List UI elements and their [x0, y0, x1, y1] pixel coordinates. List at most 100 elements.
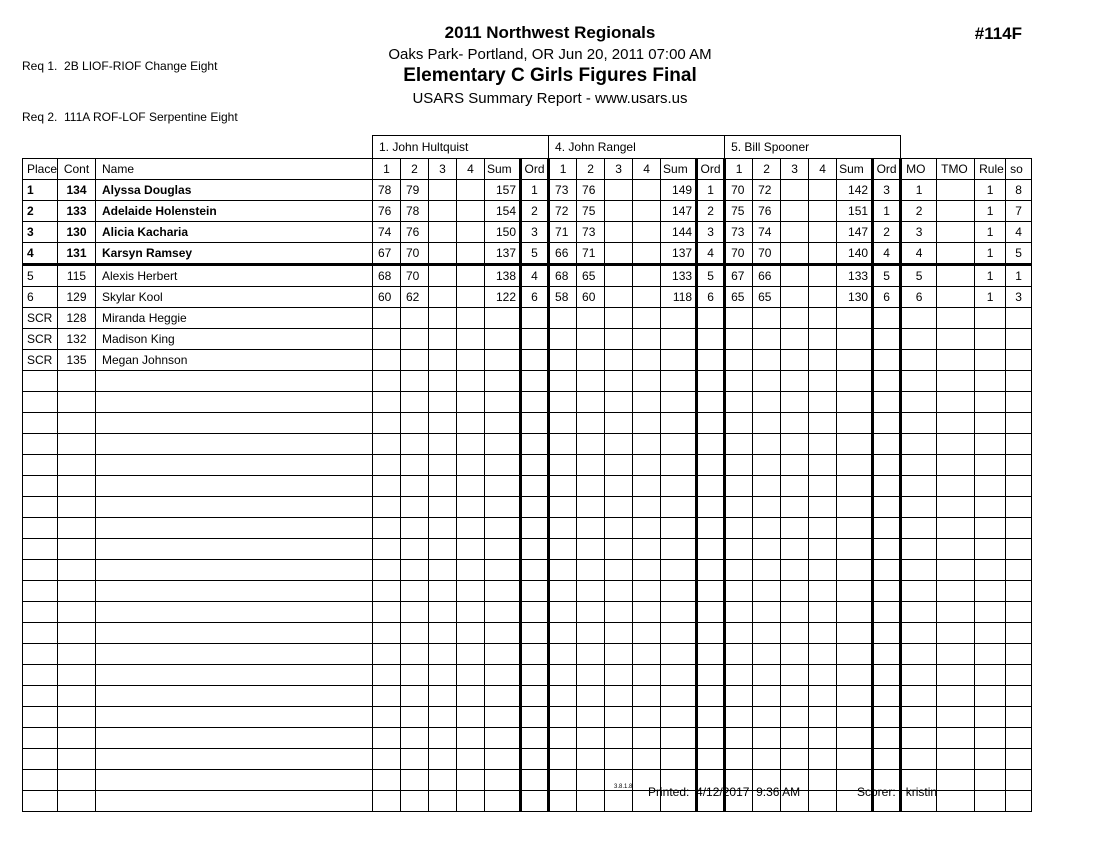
place-cell: 1 [22, 179, 58, 201]
ord-cell: 2 [518, 200, 551, 222]
ord-cell: 5 [695, 264, 727, 287]
place-cell [22, 391, 58, 413]
score-cell [632, 664, 662, 686]
place-cell [22, 706, 58, 728]
mo-cell [900, 475, 938, 497]
ord-cell [871, 454, 903, 476]
score-cell [780, 748, 810, 770]
score-cell [780, 179, 810, 201]
place-cell [22, 496, 58, 518]
name-cell [95, 433, 373, 455]
score-cell [372, 454, 401, 476]
score-cell [372, 517, 401, 539]
req-1-line: Req 1. 2B LIOF-RIOF Change Eight [22, 59, 218, 73]
table-row [22, 391, 1033, 413]
sum-cell: 154 [484, 200, 521, 222]
so-cell [1005, 706, 1033, 728]
score-cell [604, 433, 634, 455]
score-cell [372, 370, 401, 392]
mo-cell [900, 601, 938, 623]
sum-cell [484, 328, 521, 350]
score-cell [780, 496, 810, 518]
ord-cell [871, 790, 903, 812]
mo-cell [900, 580, 938, 602]
score-cell [632, 601, 662, 623]
scorer-label: Scorer: [857, 785, 896, 799]
rule-cell [974, 391, 1007, 413]
col-header-so: so [1005, 158, 1033, 180]
cont-cell: 128 [57, 307, 96, 329]
score-cell [428, 643, 457, 665]
ord-cell [871, 727, 903, 749]
col-header-score-1: 1 [548, 158, 578, 180]
tmo-cell [936, 221, 976, 243]
score-cell [808, 643, 838, 665]
tmo-cell [936, 200, 976, 222]
score-cell [632, 622, 662, 644]
score-cell [780, 559, 810, 581]
cont-cell: 115 [57, 264, 96, 287]
score-cell [724, 496, 754, 518]
score-cell [428, 580, 457, 602]
score-cell: 66 [548, 242, 578, 266]
score-cell: 71 [576, 242, 606, 266]
cont-cell [57, 580, 96, 602]
score-cell [808, 221, 838, 243]
ord-cell [871, 706, 903, 728]
sum-cell [660, 433, 698, 455]
col-header-sum: Sum [660, 158, 698, 180]
ord-cell [518, 454, 551, 476]
rule-cell [974, 307, 1007, 329]
ord-cell [695, 748, 727, 770]
ord-cell [518, 307, 551, 329]
score-cell [752, 349, 782, 371]
score-cell [780, 349, 810, 371]
ord-cell: 5 [871, 264, 903, 287]
score-cell: 58 [548, 286, 578, 308]
score-cell: 76 [400, 221, 429, 243]
name-cell: Alicia Kacharia [95, 221, 373, 243]
table-row [22, 790, 1033, 812]
score-cell: 60 [372, 286, 401, 308]
score-cell: 60 [576, 286, 606, 308]
ord-cell: 3 [518, 221, 551, 243]
sum-cell [660, 370, 698, 392]
cont-cell [57, 370, 96, 392]
table-row [22, 622, 1033, 644]
judge-group-header: 4. John Rangel [548, 135, 726, 159]
ord-cell [695, 307, 727, 329]
ord-cell [871, 622, 903, 644]
score-cell [428, 412, 457, 434]
score-cell [632, 328, 662, 350]
sum-cell [836, 391, 874, 413]
name-cell [95, 475, 373, 497]
score-cell [752, 496, 782, 518]
score-cell [604, 622, 634, 644]
name-cell [95, 496, 373, 518]
tmo-cell [936, 433, 976, 455]
score-cell [456, 475, 485, 497]
score-cell [752, 433, 782, 455]
place-cell [22, 454, 58, 476]
tmo-cell [936, 580, 976, 602]
score-cell [724, 706, 754, 728]
place-cell: SCR [22, 307, 58, 329]
score-cell [456, 748, 485, 770]
ord-cell [518, 349, 551, 371]
sum-cell [836, 517, 874, 539]
name-cell [95, 685, 373, 707]
sum-cell [836, 706, 874, 728]
rule-cell [974, 580, 1007, 602]
ord-cell [871, 349, 903, 371]
required-figures-block: Req 1. 2B LIOF-RIOF Change Eight Req 2. … [22, 24, 238, 143]
sum-cell [836, 559, 874, 581]
ord-cell [518, 475, 551, 497]
score-cell [400, 370, 429, 392]
score-cell [576, 559, 606, 581]
ord-cell [695, 454, 727, 476]
score-cell [548, 328, 578, 350]
score-cell: 71 [548, 221, 578, 243]
col-header-score-3: 3 [428, 158, 457, 180]
ord-cell [695, 580, 727, 602]
score-cell [372, 685, 401, 707]
